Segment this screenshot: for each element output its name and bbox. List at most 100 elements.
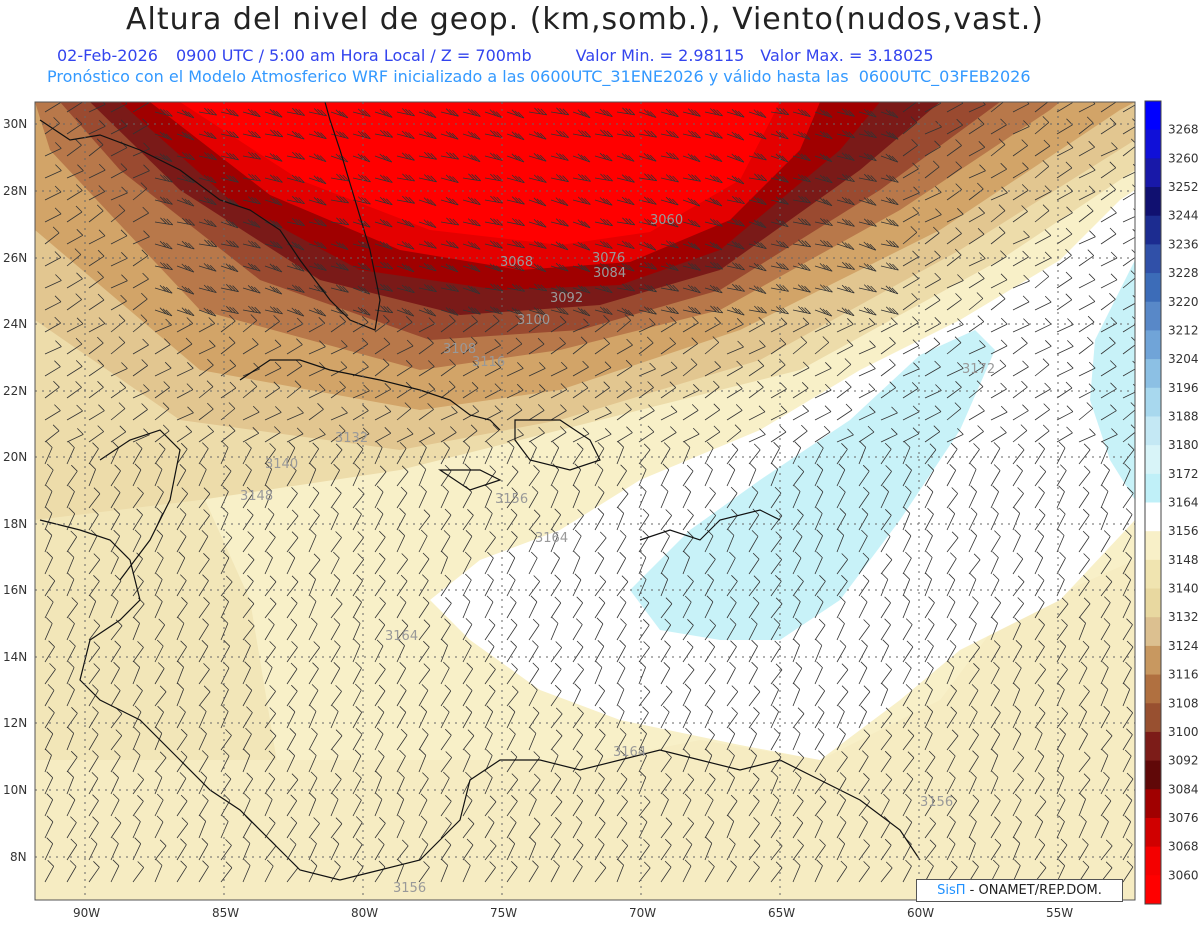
wind-barb bbox=[440, 771, 450, 795]
wind-barb bbox=[704, 860, 715, 883]
wind-barb bbox=[154, 618, 166, 641]
wind-barb bbox=[308, 771, 318, 795]
wind-barb bbox=[440, 151, 459, 160]
wind-barb bbox=[836, 261, 855, 270]
legend-label: 3228 bbox=[1168, 266, 1199, 280]
wind-barb bbox=[572, 573, 582, 597]
wind-barb bbox=[660, 705, 670, 729]
wind-barb bbox=[638, 530, 649, 553]
wind-barb bbox=[594, 262, 613, 272]
wind-barb bbox=[330, 406, 348, 421]
wind-barb bbox=[352, 661, 362, 685]
wind-barb bbox=[528, 426, 545, 443]
wind-barb bbox=[946, 837, 956, 861]
wind-barb bbox=[462, 336, 478, 355]
wind-barb bbox=[858, 729, 871, 751]
wind-barb bbox=[220, 152, 239, 161]
wind-barb bbox=[352, 262, 371, 271]
wind-barb bbox=[682, 218, 701, 228]
wind-barb bbox=[616, 153, 635, 162]
wind-barb bbox=[572, 196, 591, 205]
wind-barb bbox=[66, 381, 82, 399]
wind-barb bbox=[242, 793, 251, 817]
wind-barb bbox=[880, 465, 892, 487]
wind-barb bbox=[110, 619, 123, 641]
wind-barb bbox=[418, 240, 437, 249]
wind-barb bbox=[902, 618, 913, 641]
legend-swatch bbox=[1145, 129, 1161, 159]
wind-barb bbox=[286, 263, 305, 272]
wind-barb bbox=[704, 553, 716, 575]
wind-barb bbox=[88, 750, 99, 773]
contour-label: 3148 bbox=[240, 489, 273, 504]
wind-barb bbox=[374, 405, 392, 421]
wind-barb bbox=[418, 219, 437, 228]
wind-barb bbox=[418, 552, 430, 575]
wind-barb bbox=[396, 152, 415, 161]
wind-barb bbox=[792, 217, 811, 226]
wind-barb bbox=[198, 317, 216, 333]
wind-barb bbox=[902, 640, 914, 663]
wind-barb bbox=[352, 816, 363, 839]
wind-barb bbox=[594, 129, 614, 138]
wind-barb bbox=[308, 153, 327, 162]
wind-barb bbox=[484, 684, 496, 707]
wind-barb bbox=[748, 727, 757, 751]
wind-barb bbox=[1034, 442, 1046, 465]
wind-barb bbox=[660, 817, 673, 839]
wind-barb bbox=[638, 508, 650, 531]
wind-barb bbox=[638, 485, 647, 509]
wind-barb bbox=[1034, 551, 1044, 575]
wind-barb bbox=[528, 509, 541, 531]
lat-label: 18N bbox=[3, 517, 27, 531]
wind-barb bbox=[286, 531, 299, 553]
wind-barb bbox=[594, 617, 604, 641]
wind-barb bbox=[858, 574, 870, 597]
wind-barb bbox=[396, 339, 414, 355]
wind-barb bbox=[198, 727, 207, 751]
wind-barb bbox=[990, 464, 1001, 487]
wind-barb bbox=[198, 815, 207, 839]
wind-barb bbox=[1056, 707, 1069, 729]
wind-barb bbox=[858, 705, 867, 729]
wind-barb bbox=[264, 772, 276, 795]
wind-barb bbox=[462, 173, 482, 182]
wind-barb bbox=[990, 339, 1008, 355]
wind-barb bbox=[858, 464, 870, 487]
wind-barb bbox=[572, 381, 589, 399]
wind-barb bbox=[1012, 552, 1024, 575]
wind-barb bbox=[682, 384, 700, 399]
wind-barb bbox=[1100, 161, 1117, 179]
wind-barb bbox=[880, 861, 893, 883]
contour-label: 3076 bbox=[592, 251, 625, 266]
wind-barb bbox=[242, 314, 258, 333]
wind-barb bbox=[1056, 185, 1074, 201]
wind-barb bbox=[1122, 208, 1135, 223]
wind-barb bbox=[704, 705, 713, 729]
wind-barb bbox=[396, 793, 405, 817]
wind-barb bbox=[1100, 640, 1111, 663]
wind-barb bbox=[330, 531, 342, 553]
wind-barb bbox=[308, 662, 319, 685]
wind-barb bbox=[132, 403, 148, 421]
wind-barb bbox=[792, 174, 811, 183]
wind-barb bbox=[1122, 487, 1134, 509]
wind-barb bbox=[572, 794, 584, 817]
wind-barb bbox=[198, 771, 208, 795]
contour-labels: 3060 3068 3076 3084 3092 3100 3108 3116 … bbox=[240, 213, 995, 896]
wind-barb bbox=[836, 403, 853, 421]
wind-barb bbox=[990, 292, 1006, 311]
wind-barb bbox=[638, 425, 655, 443]
wind-barb bbox=[616, 683, 625, 707]
wind-barb bbox=[594, 428, 612, 443]
wind-barb bbox=[792, 707, 805, 729]
wind-barb bbox=[484, 663, 496, 685]
wind-barb bbox=[484, 507, 493, 531]
wind-barb bbox=[594, 816, 606, 839]
wind-barb bbox=[594, 406, 612, 421]
wind-barb bbox=[176, 660, 184, 685]
wind-barb bbox=[924, 186, 942, 201]
wind-barb bbox=[330, 685, 342, 707]
wind-barb bbox=[1078, 295, 1096, 311]
wind-barb bbox=[88, 381, 104, 399]
